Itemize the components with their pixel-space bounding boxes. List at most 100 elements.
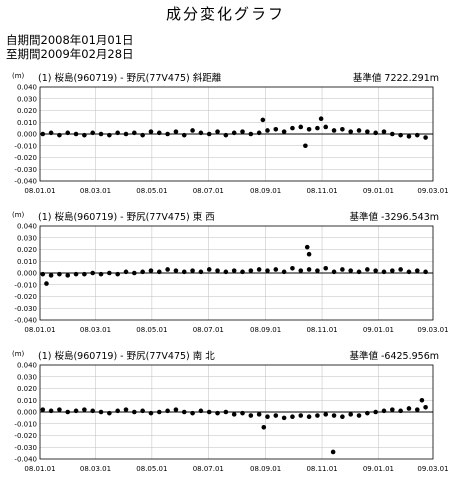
data-point — [381, 269, 387, 275]
base-label: 基準値 — [352, 73, 382, 84]
data-point — [115, 271, 120, 277]
data-point — [73, 131, 79, 137]
period-end: 至期間2009年02月28日 — [6, 47, 134, 61]
data-point — [65, 409, 71, 415]
data-point — [298, 268, 304, 273]
data-point — [206, 409, 212, 415]
data-point — [231, 130, 237, 136]
base-number: -6425.956m — [380, 351, 439, 362]
data-point — [82, 132, 87, 138]
data-point — [240, 410, 245, 416]
y-tick-label: -0.030 — [14, 444, 37, 452]
data-point — [406, 406, 412, 411]
data-point — [181, 409, 187, 415]
data-point — [423, 405, 428, 410]
data-point — [373, 268, 378, 273]
data-point — [315, 413, 320, 418]
y-tick-label: -0.040 — [14, 178, 37, 186]
y-tick-label: -0.010 — [14, 281, 37, 289]
data-point — [340, 127, 345, 132]
data-point — [98, 271, 104, 277]
data-point — [140, 132, 145, 138]
data-point — [115, 130, 120, 136]
y-tick-label: 0.020 — [17, 246, 37, 254]
data-point — [323, 124, 329, 130]
data-point — [48, 273, 54, 278]
base-number: -3296.543m — [380, 212, 439, 223]
data-point — [173, 129, 179, 134]
data-point — [57, 132, 62, 138]
data-point — [248, 413, 254, 418]
unit-label: (m) — [12, 72, 25, 80]
y-tick-label: 0.010 — [17, 397, 37, 405]
data-point — [265, 128, 270, 133]
x-tick-label: 08.11.01 — [306, 187, 337, 195]
x-tick-label: 08.01.01 — [24, 465, 55, 473]
base-label: 基準値 — [349, 212, 378, 223]
data-point — [223, 269, 229, 275]
data-point — [281, 415, 287, 421]
data-point — [231, 268, 237, 273]
y-tick-label: 0.020 — [17, 385, 37, 393]
y-tick-label: 0.040 — [17, 84, 37, 92]
data-point — [206, 267, 212, 272]
data-point — [414, 132, 420, 138]
data-point — [48, 408, 54, 414]
data-point — [132, 409, 137, 415]
base-number: 7222.291m — [384, 73, 439, 84]
data-point — [414, 407, 420, 412]
data-point — [90, 408, 96, 414]
data-point — [423, 269, 428, 275]
data-point — [315, 125, 320, 131]
x-tick-label: 08.11.01 — [306, 326, 337, 334]
data-point — [44, 281, 49, 286]
data-point — [260, 117, 266, 123]
data-point — [190, 268, 195, 273]
data-point — [107, 410, 112, 416]
data-point — [98, 409, 104, 415]
data-point — [406, 269, 412, 275]
data-point — [348, 268, 354, 273]
chart-panel-east-west: (m) (1) 桜島(960719) - 野尻(77V475) 東 西 基準値 … — [0, 211, 451, 347]
y-tick-label: -0.010 — [14, 142, 37, 150]
chart-svg: 0.040 0.030 0.020 0.010 0.000 -0.010 -0.020 -0.… — [14, 223, 448, 335]
data-point — [365, 129, 370, 134]
data-point — [323, 266, 329, 271]
data-point — [82, 271, 87, 277]
data-point — [373, 130, 378, 136]
y-tick-label: 0.030 — [17, 95, 37, 103]
data-point — [348, 412, 354, 417]
y-tick-label: -0.020 — [14, 154, 37, 162]
x-tick-label: 08.05.01 — [136, 187, 167, 195]
data-point — [423, 135, 428, 140]
data-point — [248, 268, 254, 273]
data-point — [98, 131, 104, 137]
data-point — [107, 270, 112, 276]
base-value: 基準値 7222.291m — [353, 70, 439, 84]
data-point — [40, 407, 46, 412]
data-point — [306, 127, 312, 132]
y-tick-label: -0.040 — [14, 317, 37, 325]
data-point — [365, 410, 370, 416]
x-tick-label: 09.03.01 — [417, 465, 448, 473]
data-point — [331, 413, 337, 418]
data-point — [240, 129, 245, 134]
data-point — [65, 130, 71, 136]
data-point — [298, 413, 304, 418]
data-point — [123, 407, 129, 412]
chart-title: (1) 桜島(960719) - 野尻(77V475) 南 北 — [38, 351, 215, 362]
data-point — [148, 268, 154, 273]
chart-title: (1) 桜島(960719) - 野尻(77V475) 斜距離 — [38, 73, 222, 84]
data-point — [65, 273, 71, 278]
y-tick-label: -0.030 — [14, 166, 37, 174]
data-point — [140, 408, 145, 414]
unit-label: (m) — [12, 350, 25, 358]
y-tick-label: 0.040 — [17, 223, 37, 231]
x-tick-label: 08.05.01 — [136, 326, 167, 334]
data-point — [323, 412, 329, 417]
data-point — [290, 125, 295, 131]
data-point — [290, 414, 295, 419]
data-point — [390, 407, 395, 412]
y-tick-label: -0.040 — [14, 456, 37, 464]
data-point — [140, 269, 145, 275]
